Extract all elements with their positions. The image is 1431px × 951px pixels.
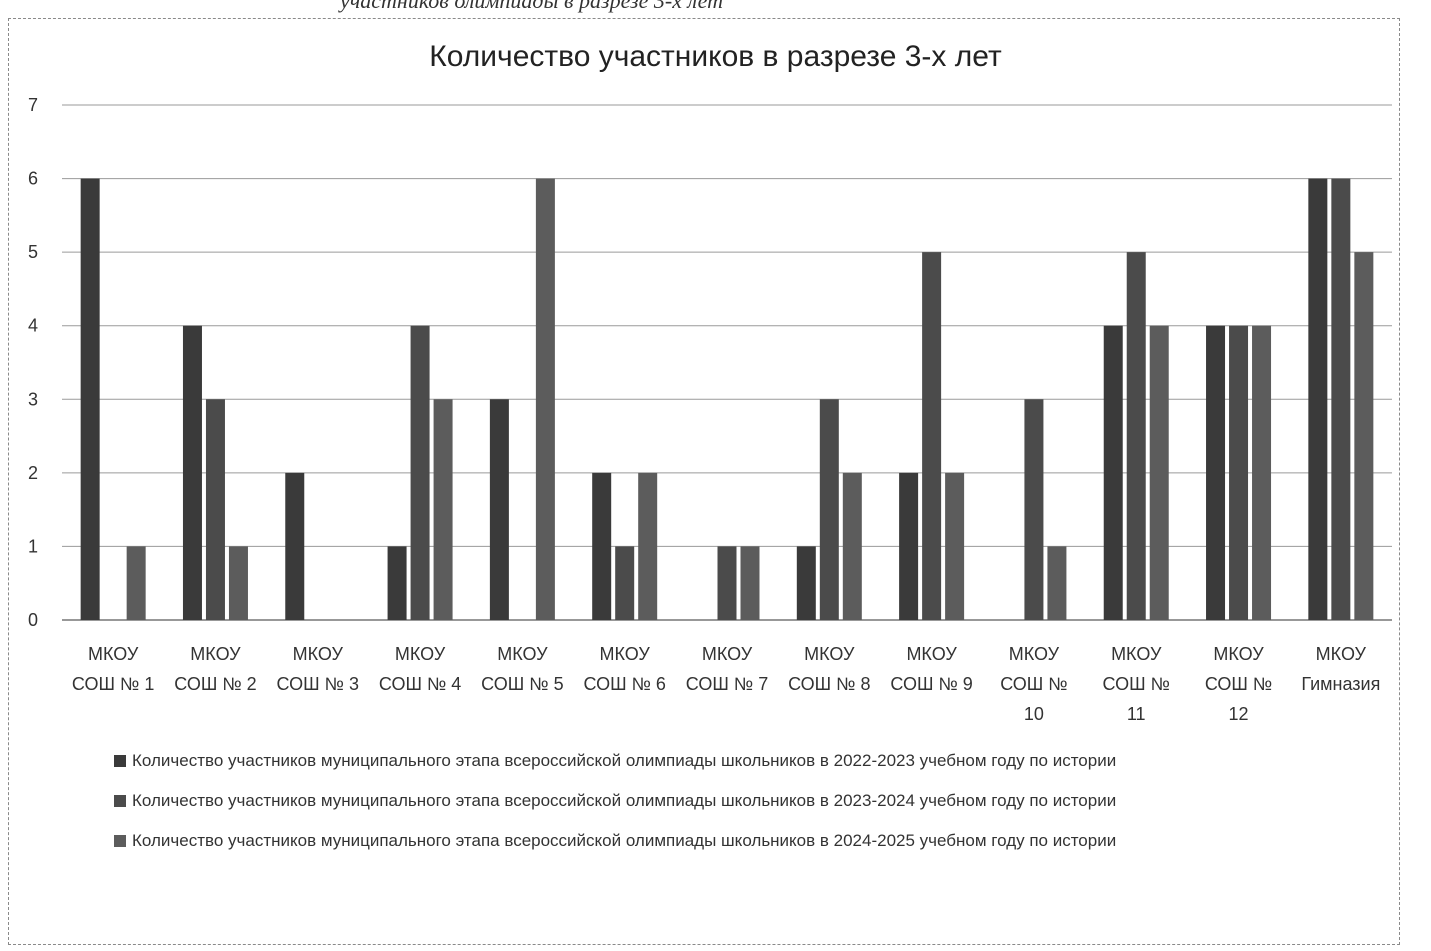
- x-tick-label-line: СОШ № 2: [174, 674, 256, 694]
- x-tick-label: МКОУ СОШ № 7: [686, 644, 768, 694]
- bar-series-1: [592, 472, 612, 620]
- bar-series-3: [1047, 546, 1067, 620]
- x-tick-label: МКОУ СОШ № 6: [583, 644, 665, 694]
- x-tick-label-line: МКОУ: [293, 644, 344, 664]
- x-tick-label-line: 12: [1229, 704, 1249, 724]
- x-tick-label-line: СОШ № 6: [583, 674, 665, 694]
- x-tick-label-line: МКОУ: [906, 644, 957, 664]
- bar-series-1: [899, 472, 919, 620]
- bar-series-2: [1126, 252, 1146, 620]
- legend-label: Количество участников муниципального эта…: [132, 831, 1117, 850]
- y-tick-label: 4: [28, 316, 38, 336]
- bar-series-1: [1308, 178, 1328, 621]
- y-tick-label: 7: [28, 95, 38, 115]
- x-tick-label-line: СОШ № 5: [481, 674, 563, 694]
- x-tick-label-line: МКОУ: [1009, 644, 1060, 664]
- bar-series-3: [638, 472, 658, 620]
- bar-series-3: [1149, 325, 1169, 620]
- x-tick-label-line: МКОУ: [1316, 644, 1367, 664]
- bar-series-2: [615, 546, 635, 620]
- legend-label: Количество участников муниципального эта…: [132, 791, 1117, 810]
- x-tick-label: МКОУ СОШ № 1: [72, 644, 154, 694]
- x-tick-label: МКОУ СОШ № 4: [379, 644, 461, 694]
- legend-item-1: Количество участников муниципального эта…: [114, 748, 1344, 774]
- bar-series-3: [126, 546, 146, 620]
- bar-series-3: [1354, 252, 1374, 620]
- x-tick-label-line: СОШ №: [1000, 674, 1067, 694]
- x-tick-label-line: Гимназия: [1301, 674, 1380, 694]
- bar-series-1: [489, 399, 509, 620]
- bar-series-2: [819, 399, 839, 620]
- x-tick-label-line: СОШ № 4: [379, 674, 461, 694]
- bar-series-1: [796, 546, 816, 620]
- y-tick-label: 2: [28, 463, 38, 483]
- x-tick-label-line: МКОУ: [702, 644, 753, 664]
- x-tick-label: МКОУ СОШ № 3: [277, 644, 359, 694]
- bar-series-3: [228, 546, 248, 620]
- bar-series-1: [285, 472, 305, 620]
- x-tick-label-line: МКОУ: [88, 644, 139, 664]
- x-tick-label-line: СОШ № 1: [72, 674, 154, 694]
- x-tick-label-line: СОШ №: [1103, 674, 1170, 694]
- x-tick-label-line: СОШ №: [1205, 674, 1272, 694]
- legend-swatch: [114, 755, 126, 767]
- legend-swatch: [114, 795, 126, 807]
- bar-series-2: [410, 325, 430, 620]
- bar-series-1: [387, 546, 407, 620]
- x-tick-label: МКОУ СОШ № 9: [890, 644, 972, 694]
- bar-series-2: [717, 546, 737, 620]
- bar-series-2: [1024, 399, 1044, 620]
- bar-series-1: [1206, 325, 1226, 620]
- y-tick-label: 0: [28, 610, 38, 630]
- x-tick-label-line: МКОУ: [190, 644, 241, 664]
- x-tick-label-line: МКОУ: [395, 644, 446, 664]
- top-caption: участников олимпиады в разрезе 3-х лет: [340, 0, 723, 13]
- bar-series-3: [945, 472, 965, 620]
- bar-series-1: [80, 178, 100, 621]
- y-tick-label: 3: [28, 389, 38, 409]
- x-tick-label-line: МКОУ: [804, 644, 855, 664]
- chart-title: Количество участников в разрезе 3-х лет: [429, 40, 1002, 73]
- bar-series-1: [182, 325, 202, 620]
- legend-swatch: [114, 835, 126, 847]
- bar-series-3: [842, 472, 862, 620]
- legend-item-2: Количество участников муниципального эта…: [114, 788, 1344, 814]
- x-tick-label: МКОУ СОШ № 10: [1000, 644, 1067, 724]
- x-tick-label-line: МКОУ: [1213, 644, 1264, 664]
- bar-series-2: [205, 399, 225, 620]
- legend: Количество участников муниципального эта…: [114, 748, 1344, 868]
- x-tick-label: МКОУ Гимназия: [1301, 644, 1380, 694]
- y-tick-label: 1: [28, 536, 38, 556]
- legend-item-3: Количество участников муниципального эта…: [114, 828, 1344, 854]
- x-tick-label: МКОУ СОШ № 5: [481, 644, 563, 694]
- bar-series-3: [535, 178, 555, 621]
- x-tick-label-line: 11: [1127, 704, 1146, 724]
- x-tick-label: МКОУ СОШ № 8: [788, 644, 870, 694]
- x-tick-label-line: МКОУ: [1111, 644, 1162, 664]
- x-tick-label-line: СОШ № 9: [890, 674, 972, 694]
- x-tick-label-line: МКОУ: [600, 644, 651, 664]
- y-tick-label: 5: [28, 242, 38, 262]
- x-tick-label-line: 10: [1024, 704, 1044, 724]
- x-tick-label: МКОУ СОШ № 2: [174, 644, 256, 694]
- bar-series-3: [1252, 325, 1272, 620]
- x-tick-label-line: МКОУ: [497, 644, 548, 664]
- bar-series-3: [433, 399, 453, 620]
- bar-series-2: [1229, 325, 1249, 620]
- y-tick-label: 6: [28, 169, 38, 189]
- bar-series-1: [1103, 325, 1123, 620]
- legend-label: Количество участников муниципального эта…: [132, 751, 1117, 770]
- bar-series-2: [1331, 178, 1351, 621]
- bar-series-3: [740, 546, 760, 620]
- x-tick-label: МКОУ СОШ № 11: [1103, 644, 1170, 724]
- x-tick-label-line: СОШ № 7: [686, 674, 768, 694]
- bar-series-2: [922, 252, 942, 620]
- x-tick-label-line: СОШ № 8: [788, 674, 870, 694]
- x-tick-label-line: СОШ № 3: [277, 674, 359, 694]
- x-tick-label: МКОУ СОШ № 12: [1205, 644, 1272, 724]
